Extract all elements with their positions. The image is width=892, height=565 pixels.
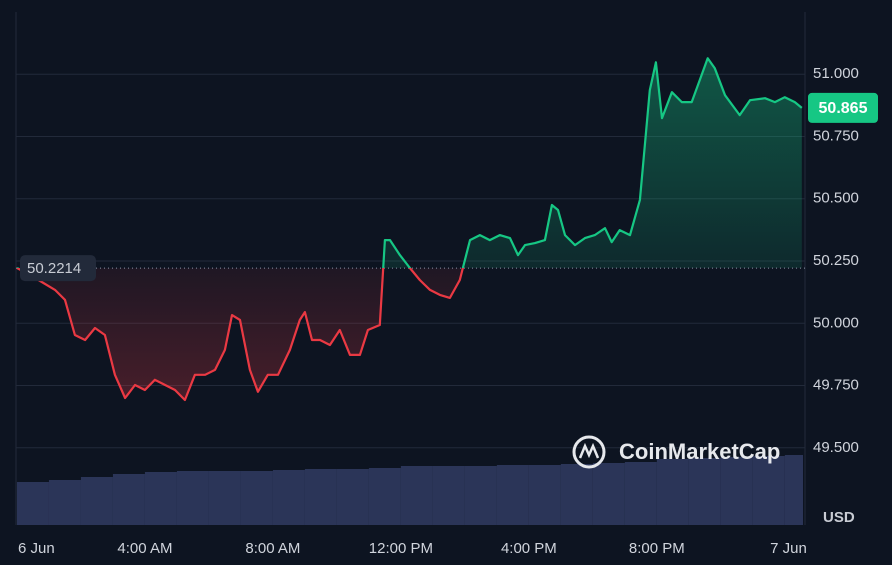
volume-bar: [496, 465, 529, 525]
watermark-logo: [578, 442, 600, 459]
watermark-text: CoinMarketCap: [619, 439, 780, 464]
y-tick-label: 50.750: [813, 127, 859, 144]
volume-bar: [624, 462, 657, 525]
volume-bar: [464, 466, 497, 525]
x-tick-label: 8:00 PM: [629, 540, 685, 557]
volume-bar: [528, 465, 561, 525]
last-price-badge: [808, 92, 878, 123]
x-tick-label: 6 Jun: [18, 540, 55, 557]
y-tick-label: 51.000: [813, 65, 859, 82]
x-tick-label: 8:00 AM: [245, 540, 300, 557]
volume-bar: [304, 469, 337, 525]
price-area: [17, 58, 802, 401]
volume-bar: [432, 466, 465, 525]
y-tick-label: 49.750: [813, 377, 859, 394]
baseline-label: 50.2214: [27, 260, 81, 277]
price-line: [16, 57, 803, 402]
volume-bar: [16, 482, 49, 525]
x-tick-label: 4:00 PM: [501, 540, 557, 557]
volume-bar: [656, 459, 689, 525]
volume-bar: [560, 464, 593, 525]
x-tick-label: 4:00 AM: [117, 540, 172, 557]
y-tick-label: 50.000: [813, 314, 859, 331]
currency-label: USD: [823, 509, 855, 526]
volume-bar: [272, 470, 305, 525]
y-tick-label: 50.500: [813, 190, 859, 207]
volume-bar: [368, 468, 401, 525]
volume-bar: [208, 471, 241, 525]
x-tick-label: 7 Jun: [770, 540, 807, 557]
volume-bar: [176, 471, 209, 525]
baseline-badge: [20, 255, 96, 282]
x-tick-label: 12:00 PM: [369, 540, 433, 557]
volume-bar: [80, 477, 113, 525]
volume-bar: [592, 463, 625, 525]
volume-bar: [336, 469, 369, 525]
last-price-label: 50.865: [819, 100, 868, 117]
watermark: CoinMarketCap: [572, 435, 780, 469]
volume-bar: [784, 455, 803, 525]
volume-bar: [688, 458, 721, 525]
volume-bar: [400, 466, 433, 525]
volume-bar: [240, 471, 273, 525]
watermark-logo: [572, 435, 606, 469]
y-tick-label: 50.250: [813, 252, 859, 269]
y-tick-label: 49.500: [813, 439, 859, 456]
volume-bar: [48, 480, 81, 525]
volume-bar: [752, 456, 785, 525]
volume-bar: [720, 457, 753, 525]
volume-bar: [144, 472, 177, 525]
volume-bar: [112, 474, 145, 525]
